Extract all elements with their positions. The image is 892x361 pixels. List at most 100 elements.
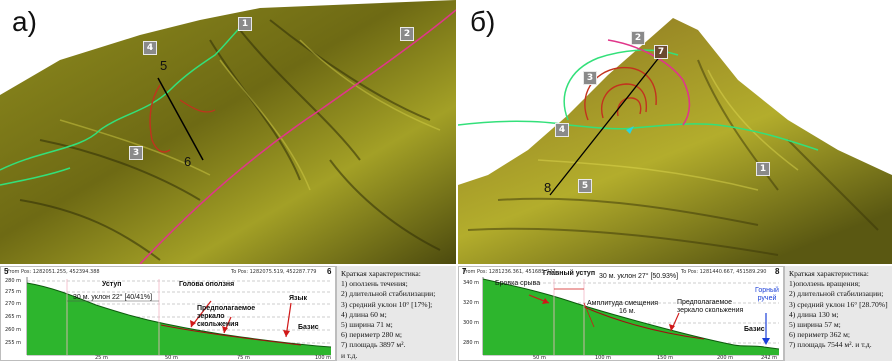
profile-plot-a [26, 277, 332, 356]
point-label-b-8: 8 [544, 180, 552, 195]
annot-amplitude-value-b: 16 м. [619, 308, 636, 315]
profile-end-label-b: 8 [775, 267, 780, 276]
panel-label-a: а) [12, 6, 37, 37]
x-tick-a-50: 50 m [165, 355, 178, 361]
slip-plane-line-a [160, 324, 302, 346]
terrain-render-b [458, 18, 892, 264]
characteristics-item-b-5: 5) ширина 57 м; [789, 320, 841, 330]
y-tick-b-300: 300 m [463, 320, 480, 326]
annot-head-a: Голова оползня [179, 281, 235, 288]
marker-a-1: 1 [238, 17, 252, 31]
annot-slope-a: 30 м. уклон 22° [40/41%] [73, 294, 153, 301]
annot-slip-plane-b: Предполагаемое зеркало скольжения [677, 299, 744, 314]
scarp-line-red-a2 [179, 99, 216, 113]
to-position-a: To Pos: 1282075.519, 452287.779 [231, 269, 317, 275]
x-tick-b-50: 50 m [533, 355, 546, 361]
annot-stream-b: Горный ручей [755, 287, 779, 302]
marker-a-3: 3 [129, 146, 143, 160]
landslide-boundary-green-a [0, 19, 251, 171]
terrain-render-a [0, 0, 456, 264]
landslide-boundary-green-b [458, 120, 819, 151]
marker-a-4: 4 [143, 41, 157, 55]
y-tick-a-255: 255 m [5, 340, 22, 346]
road-line-a [139, 9, 456, 264]
profile-ground-line-b [482, 278, 780, 350]
y-tick-a-265: 265 m [5, 314, 22, 320]
characteristics-item-b-1: 1)оползень вращения; [789, 279, 861, 289]
profile-end-label-a: 6 [327, 267, 332, 276]
from-position-a: From Pos: 1282051.255, 452394.388 [7, 269, 100, 275]
x-tick-a-25: 25 m [95, 355, 108, 361]
characteristics-item-a-4: 4) длина 60 м; [341, 309, 387, 319]
terrain-surface-a [0, 0, 456, 264]
profile-ground-fill-b [483, 279, 779, 355]
x-tick-a-75: 75 m [237, 355, 250, 361]
characteristics-item-a-1: 1) оползень течения; [341, 279, 408, 289]
to-position-b: To Pos: 1281440.667, 451589.290 [681, 269, 767, 275]
landslide-boundary-magenta-b [607, 39, 691, 126]
point-label-a-6: 6 [184, 154, 192, 169]
y-tick-b-280: 280 m [463, 340, 480, 346]
profile-plot-b [482, 277, 780, 356]
landslide-boundary-green-a2 [0, 167, 71, 186]
y-tick-b-320: 320 m [463, 300, 480, 306]
profile-start-label-b: 7 [462, 267, 467, 276]
characteristics-item-b-7: 7) площадь 7544 м². и т.д. [789, 340, 872, 350]
annot-base-b: Базис [744, 326, 765, 333]
x-tick-b-200: 200 m [717, 355, 734, 361]
profile-line-a [157, 77, 204, 161]
marker-b-7: 7 [654, 45, 668, 59]
characteristics-item-a-3: 3) средний уклон 10° [17%]; [341, 299, 433, 309]
characteristics-item-b-4: 4) длина 130 м; [789, 309, 839, 319]
characteristics-title-b: Краткая характеристика: [789, 269, 869, 278]
slip-plane-line-b [583, 306, 705, 340]
characteristics-box-b: Краткая характеристика: 1)оползень враще… [784, 266, 892, 361]
x-tick-b-150: 150 m [657, 355, 674, 361]
from-position-b: From Pos: 1281236.361, 451685.727 [463, 269, 556, 275]
annot-amplitude-b: Амплитуда смещения [587, 300, 659, 307]
characteristics-item-a-8: и т.д. [341, 350, 358, 360]
annot-slope-b: 30 м. уклон 27° [50.93%] [599, 273, 679, 280]
profile-start-label-a: 5 [4, 267, 9, 276]
panel-label-b: б) [470, 6, 496, 37]
characteristics-box-a: Краткая характеристика: 1) оползень тече… [336, 266, 456, 361]
y-tick-a-280: 280 m [5, 278, 22, 284]
marker-b-2: 2 [631, 31, 645, 45]
annot-tongue-a: Язык [289, 295, 307, 302]
characteristics-item-b-2: 2) длительной стабилизации; [789, 289, 884, 299]
y-tick-a-270: 270 m [5, 301, 22, 307]
elevation-profile-b: From Pos: 1281236.361, 451685.727 To Pos… [458, 266, 784, 361]
x-tick-b-100: 100 m [595, 355, 612, 361]
terrain-surface-b [458, 18, 892, 264]
marker-a-2: 2 [400, 27, 414, 41]
characteristics-item-a-6: 6) периметр 280 м; [341, 330, 403, 340]
annot-base-a: Базис [298, 324, 319, 331]
characteristics-item-b-3: 3) средний уклон 16° [28.70%] [789, 299, 888, 309]
annot-ledge-a: Уступ [102, 281, 122, 288]
scarp-arcs-red-b [584, 66, 657, 121]
profile-ground-fill-a [27, 283, 331, 355]
terrain-highlights-a [59, 39, 441, 191]
terrain-highlights-b [537, 69, 799, 191]
marker-b-4: 4 [555, 123, 569, 137]
terrain-view-b: б) 1 2 3 4 5 7 8 [458, 0, 892, 264]
y-tick-a-275: 275 m [5, 289, 22, 295]
stream-marker-b [626, 126, 634, 134]
characteristics-item-a-5: 5) ширина 71 м; [341, 320, 393, 330]
marker-b-1: 1 [756, 162, 770, 176]
annot-brow-b: Бровка срыва [495, 280, 541, 287]
marker-b-5: 5 [578, 179, 592, 193]
profile-line-b [549, 54, 662, 196]
characteristics-item-a-2: 2) длительной стабилизации; [341, 289, 436, 299]
annot-main-ledge-b: Главный уступ [543, 270, 596, 277]
y-tick-b-340: 340 m [463, 280, 480, 286]
point-label-a-5: 5 [160, 58, 168, 73]
terrain-view-a: а) 1 2 3 4 5 6 [0, 0, 456, 264]
scarp-line-red-a [149, 84, 171, 153]
characteristics-title-a: Краткая характеристика: [341, 269, 421, 278]
annot-slip-plane-a: Предполагаемое зеркало скольжения [197, 305, 256, 328]
x-tick-a-100: 100 m [315, 355, 332, 361]
y-tick-a-260: 260 m [5, 327, 22, 333]
elevation-profile-a: From Pos: 1282051.255, 452394.388 To Pos… [0, 266, 336, 361]
